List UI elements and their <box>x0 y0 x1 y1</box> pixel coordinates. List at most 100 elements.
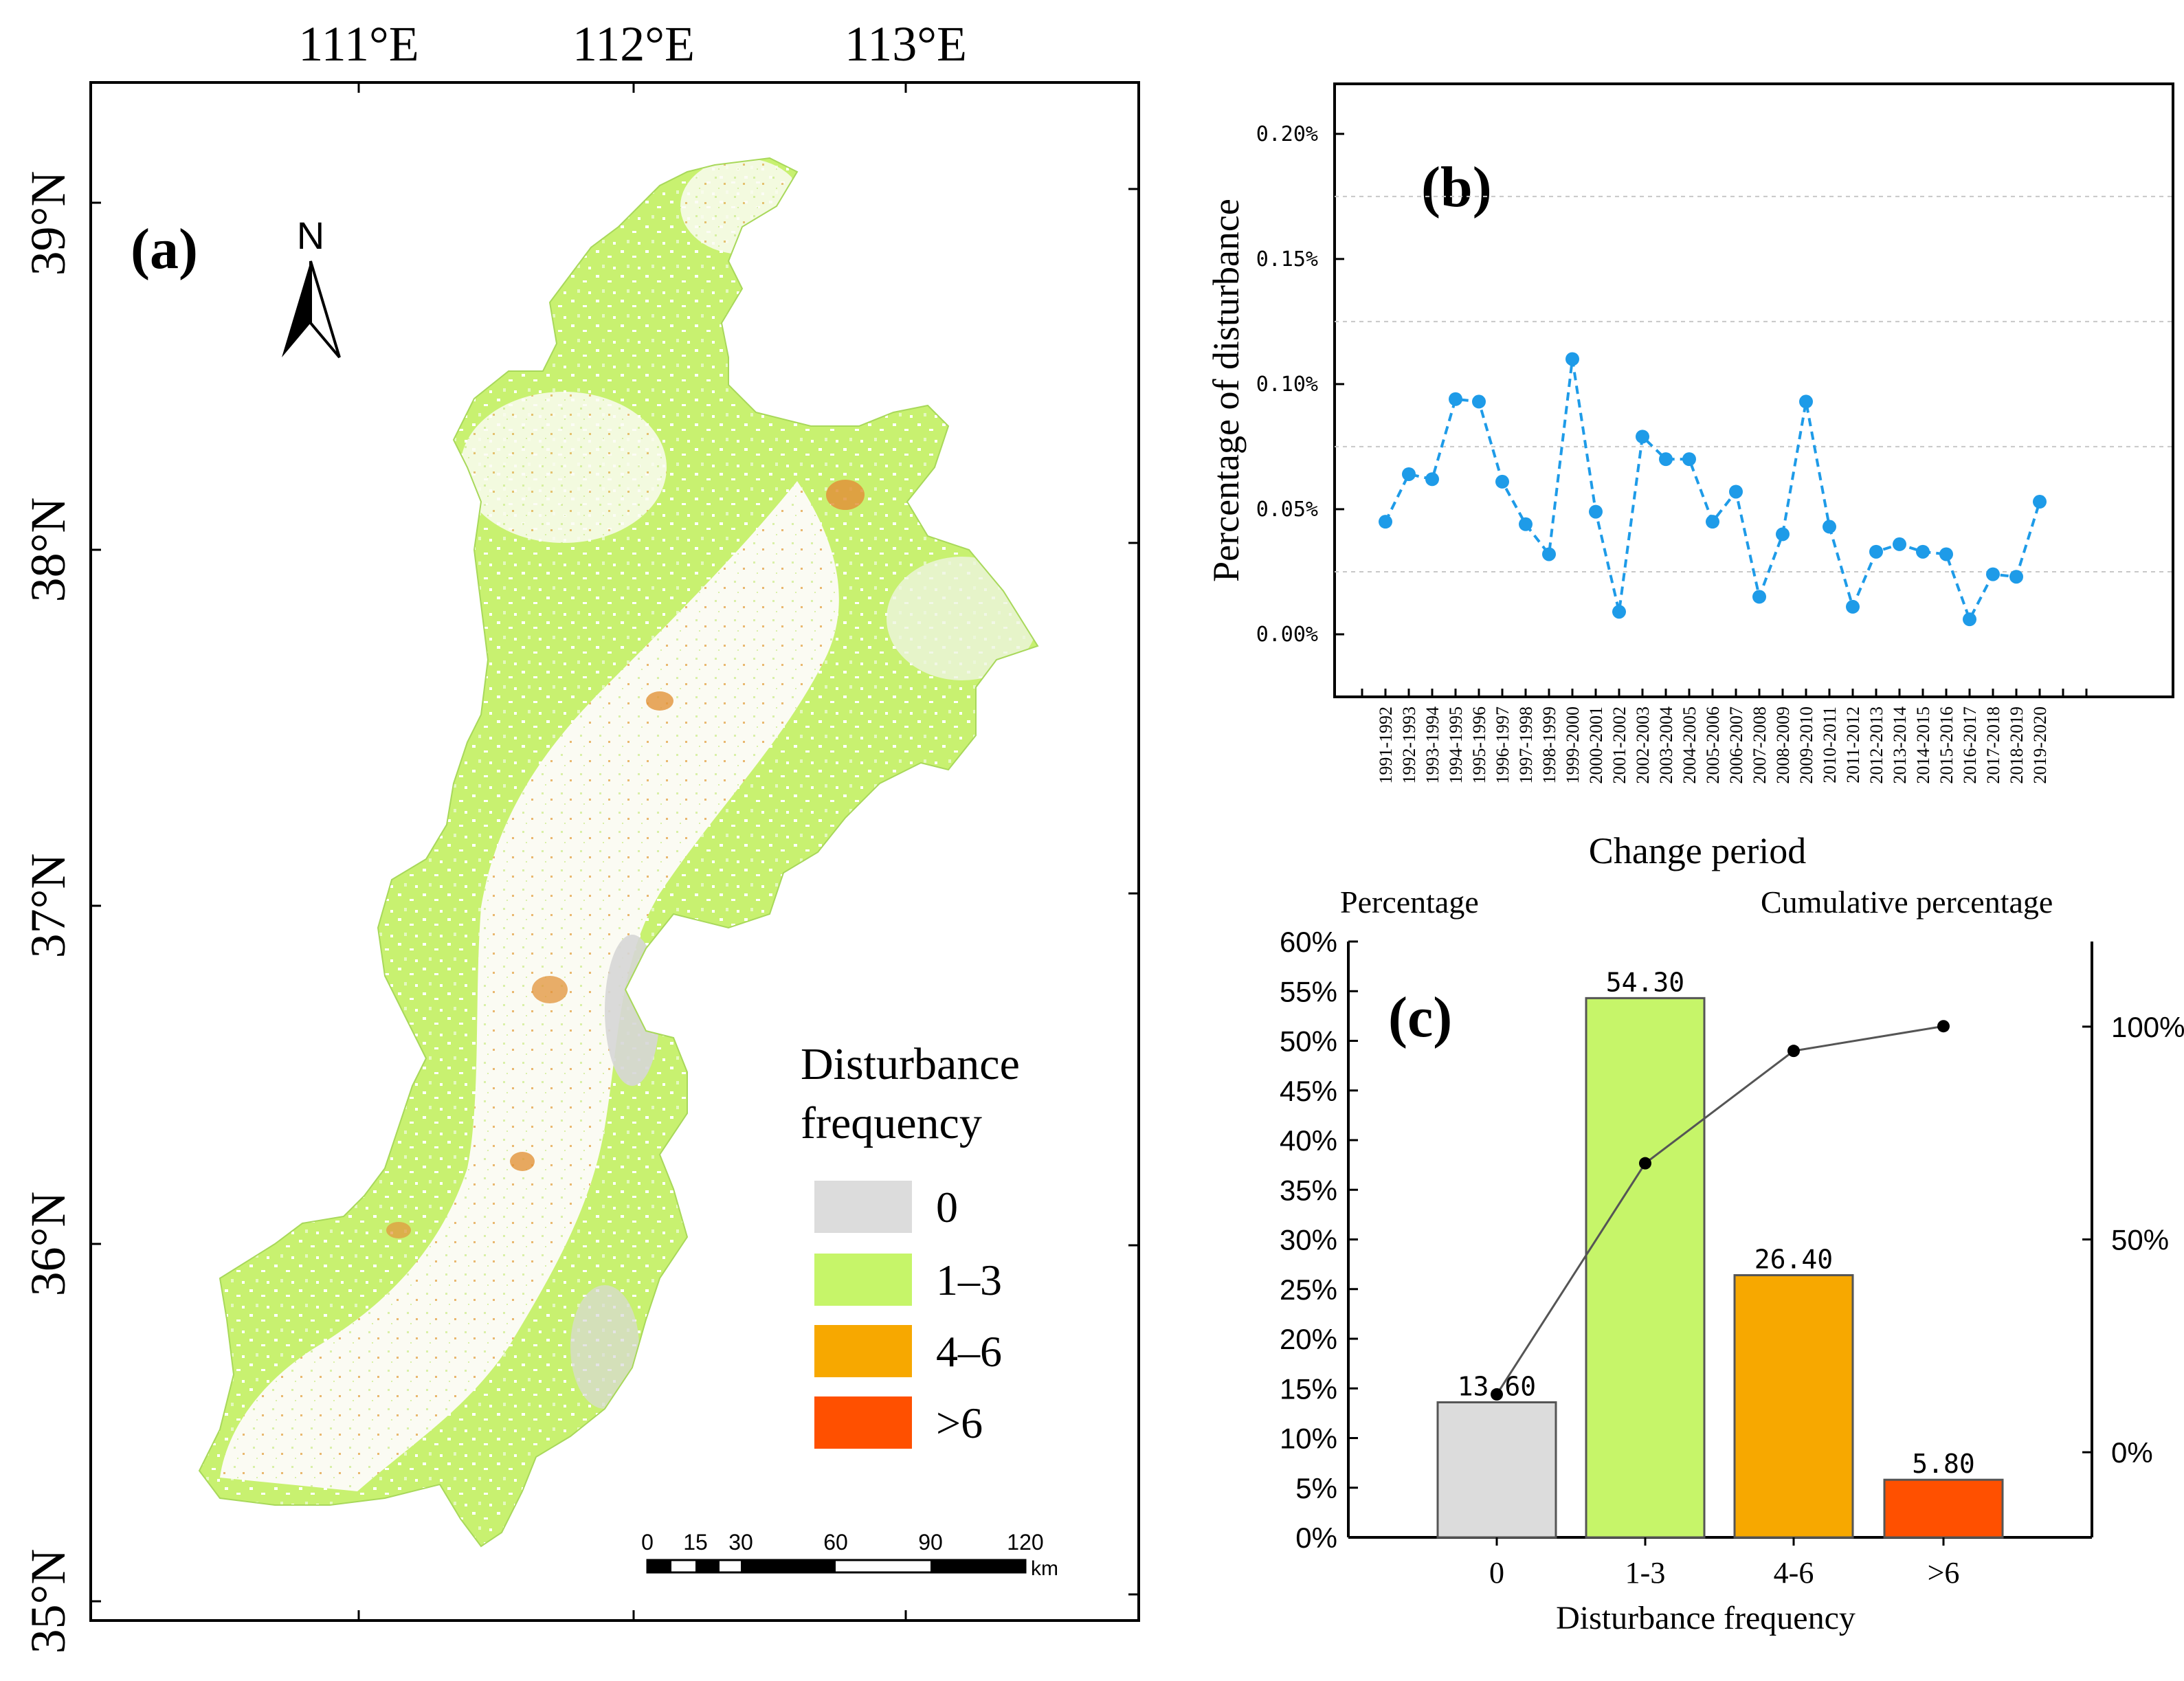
data-point <box>1449 392 1462 406</box>
x-tick-label: 2007-2008 <box>1750 706 1770 784</box>
x-tick-label: 2018-2019 <box>2007 706 2027 784</box>
data-point <box>1706 515 1719 529</box>
x-tick-label: 2006-2007 <box>1726 706 1746 784</box>
x-tick-label: 2001-2002 <box>1609 706 1629 784</box>
y-tick-label: 40% <box>1280 1124 1337 1157</box>
bar-value-label: 54.30 <box>1606 967 1684 997</box>
lat-tick-37: 37°N <box>21 854 76 959</box>
x-tick-label: 2004-2005 <box>1680 706 1700 784</box>
data-point <box>1682 452 1696 467</box>
y-tick-label: 55% <box>1280 975 1337 1008</box>
x-tick-label: 1999-2000 <box>1563 706 1583 784</box>
legend-label-1-3: 1–3 <box>936 1256 1002 1304</box>
x-tick-label: 2013-2014 <box>1890 706 1910 784</box>
x-tick-label: 1994-1995 <box>1446 706 1466 784</box>
x-tick-label: 1991-1992 <box>1376 706 1396 784</box>
data-point <box>1565 352 1579 366</box>
x-tick-label: 1992-1993 <box>1399 706 1419 784</box>
north-label: N <box>297 214 324 257</box>
data-point <box>1519 517 1533 531</box>
data-point <box>1893 537 1906 551</box>
y-tick-label: 15% <box>1280 1372 1337 1405</box>
data-point <box>1402 467 1416 481</box>
legend-swatch-4-6 <box>814 1325 912 1377</box>
bar <box>1733 1274 1854 1539</box>
legend-swatch-gt6 <box>814 1396 912 1449</box>
x-tick-label: 1995-1996 <box>1469 706 1489 784</box>
y-tick-label: 0.20% <box>1256 122 1318 146</box>
x-tick-label: >6 <box>1928 1556 1960 1590</box>
y-tick-label: 50% <box>1280 1025 1337 1058</box>
data-point <box>1776 527 1790 542</box>
x-tick-label: 2000-2001 <box>1586 706 1606 784</box>
panel-a-label: (a) <box>131 217 198 281</box>
panel-c-ylabel-left: Percentage <box>1340 884 1479 920</box>
bar <box>1883 1478 2004 1539</box>
panel-b-label: (b) <box>1421 155 1492 219</box>
y-tick-label: 10% <box>1280 1423 1337 1455</box>
legend-title-line1: Disturbance <box>801 1039 1020 1089</box>
scale-unit: km <box>1031 1557 1058 1580</box>
lat-tick-39: 39°N <box>21 171 76 276</box>
y-tick-label: 35% <box>1280 1174 1337 1206</box>
data-point <box>1823 520 1836 534</box>
scale-tick-90: 90 <box>918 1530 943 1555</box>
x-tick-label: 2011-2012 <box>1843 706 1863 783</box>
scale-tick-120: 120 <box>1007 1530 1043 1555</box>
data-point <box>1729 485 1743 499</box>
data-point <box>1963 612 1976 627</box>
x-tick-label: 2009-2010 <box>1796 706 1816 784</box>
lon-tick-112: 112°E <box>572 16 695 71</box>
legend-swatch-0 <box>814 1181 912 1233</box>
y-tick-label: 30% <box>1280 1224 1337 1256</box>
y-tick-label: 5% <box>1295 1472 1337 1504</box>
data-point <box>1752 590 1766 604</box>
x-tick-label: 2017-2018 <box>1983 706 2003 784</box>
x-tick-label: 4-6 <box>1774 1556 1814 1590</box>
y-tick-label: 20% <box>1280 1323 1337 1355</box>
legend-label-gt6: >6 <box>936 1399 983 1447</box>
panel-c: Percentage Cumulative percentage (c) Dis… <box>1280 884 2184 1636</box>
scale-tick-30: 30 <box>728 1530 753 1555</box>
y-tick-label: 0% <box>1295 1522 1337 1554</box>
right-tick-label: 50% <box>2111 1224 2169 1256</box>
x-tick-label: 2012-2013 <box>1867 706 1886 784</box>
x-tick-label: 2010-2011 <box>1820 706 1840 783</box>
y-tick-label: 0.15% <box>1256 247 1318 271</box>
right-tick-label: 0% <box>2111 1436 2153 1469</box>
x-tick-label: 2005-2006 <box>1703 706 1723 784</box>
panel-b-ylabel: Percentage of disturbance <box>1205 199 1247 582</box>
right-tick-label: 100% <box>2111 1011 2184 1043</box>
data-point <box>1425 472 1439 487</box>
north-arrow-icon: N <box>282 214 341 359</box>
data-point <box>1636 430 1649 444</box>
x-tick-label: 2016-2017 <box>1960 706 1980 784</box>
map-legend: Disturbance frequency 0 1–3 4–6 >6 <box>801 1039 1020 1449</box>
data-point <box>1916 544 1930 559</box>
data-point <box>1799 394 1813 409</box>
x-tick-label: 1997-1998 <box>1516 706 1536 784</box>
scale-tick-60: 60 <box>823 1530 848 1555</box>
cumulative-point <box>1787 1045 1800 1058</box>
x-tick-label: 2015-2016 <box>1937 706 1957 784</box>
x-tick-label: 2003-2004 <box>1656 706 1676 784</box>
lat-tick-36: 36°N <box>21 1192 76 1297</box>
legend-label-0: 0 <box>936 1183 958 1232</box>
lon-tick-113: 113°E <box>845 16 967 71</box>
legend-label-4-6: 4–6 <box>936 1327 1002 1376</box>
y-tick-label: 0.00% <box>1256 623 1318 647</box>
data-point <box>1495 474 1509 489</box>
x-tick-label: 1993-1994 <box>1423 706 1442 784</box>
cumulative-point <box>1937 1020 1950 1033</box>
scale-bar: 0 15 30 60 90 120 km <box>641 1530 1058 1580</box>
x-tick-label: 1998-1999 <box>1539 706 1559 784</box>
x-tick-label: 1996-1997 <box>1493 706 1513 784</box>
data-point <box>1472 394 1486 409</box>
panel-b: (b) Percentage of disturbance Change per… <box>1205 82 2174 871</box>
data-point <box>1612 605 1626 619</box>
y-tick-label: 0.10% <box>1256 372 1318 397</box>
x-tick-label: 2008-2009 <box>1773 706 1793 784</box>
data-point <box>2033 495 2047 509</box>
scale-tick-0: 0 <box>641 1530 654 1555</box>
data-point <box>1542 547 1556 561</box>
